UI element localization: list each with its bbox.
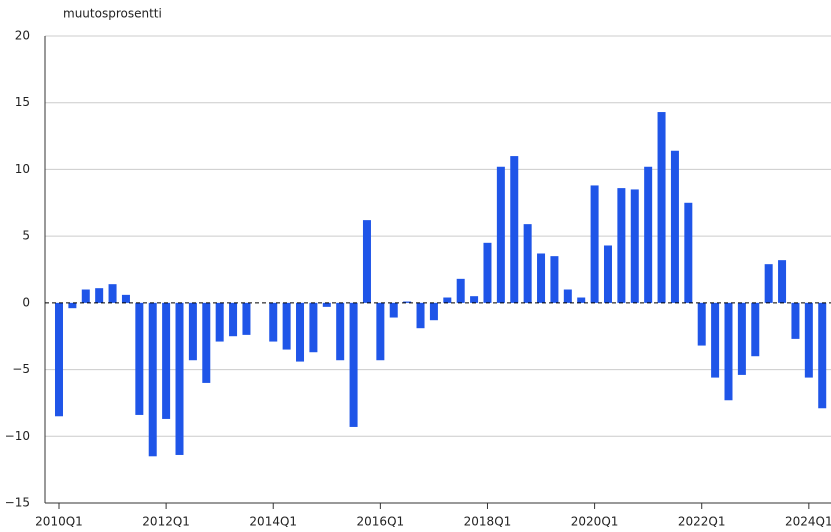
bar bbox=[229, 302, 238, 337]
bar bbox=[670, 150, 679, 303]
y-tick-label: −5 bbox=[12, 362, 30, 376]
bar bbox=[175, 302, 184, 455]
bar bbox=[429, 302, 438, 321]
x-tick-label: 2012Q1 bbox=[142, 515, 190, 529]
bar bbox=[550, 256, 559, 303]
bar bbox=[376, 302, 385, 361]
bar bbox=[697, 302, 706, 346]
bar bbox=[135, 302, 144, 415]
bar bbox=[470, 296, 479, 303]
bar bbox=[737, 302, 746, 375]
bar bbox=[202, 302, 211, 383]
y-tick-label: 10 bbox=[15, 162, 30, 176]
bar bbox=[162, 302, 171, 419]
bar bbox=[282, 302, 291, 350]
bar bbox=[322, 302, 331, 307]
bar bbox=[362, 220, 371, 303]
bar bbox=[644, 166, 653, 303]
x-tick-label: 2020Q1 bbox=[571, 515, 619, 529]
bar bbox=[751, 302, 760, 357]
bar bbox=[215, 302, 224, 342]
bar bbox=[68, 302, 77, 309]
bar bbox=[121, 294, 130, 303]
bar bbox=[537, 253, 546, 303]
x-tick-label: 2016Q1 bbox=[357, 515, 405, 529]
bar bbox=[684, 202, 693, 303]
bar bbox=[617, 188, 626, 303]
bar bbox=[818, 302, 827, 409]
bar bbox=[148, 302, 157, 457]
bar bbox=[54, 302, 63, 417]
x-tick-label: 2014Q1 bbox=[249, 515, 297, 529]
bar bbox=[456, 278, 465, 303]
bar bbox=[336, 302, 345, 361]
bar bbox=[711, 302, 720, 378]
bar bbox=[603, 245, 612, 303]
bar bbox=[657, 112, 666, 303]
bar bbox=[804, 302, 813, 378]
bar bbox=[577, 297, 586, 303]
bar bbox=[483, 242, 492, 303]
bar bbox=[389, 302, 398, 318]
bar bbox=[496, 166, 505, 303]
y-tick-label: 15 bbox=[15, 95, 30, 109]
bar bbox=[724, 302, 733, 401]
bar bbox=[108, 284, 117, 303]
bar bbox=[791, 302, 800, 339]
bar bbox=[296, 302, 305, 362]
bar bbox=[590, 185, 599, 303]
bar bbox=[764, 264, 773, 303]
bar bbox=[523, 224, 532, 303]
bar bbox=[81, 289, 90, 303]
bar bbox=[510, 156, 519, 303]
x-tick-label: 2010Q1 bbox=[35, 515, 83, 529]
x-tick-label: 2018Q1 bbox=[464, 515, 512, 529]
bar bbox=[443, 297, 452, 303]
bar bbox=[349, 302, 358, 427]
x-tick-label: 2024Q1 bbox=[785, 515, 831, 529]
bar bbox=[188, 302, 197, 361]
bar bbox=[309, 302, 318, 353]
x-tick-label: 2022Q1 bbox=[678, 515, 726, 529]
bar bbox=[563, 289, 572, 303]
bar bbox=[269, 302, 278, 342]
bar bbox=[778, 260, 787, 303]
y-tick-label: −10 bbox=[5, 429, 30, 443]
bar bbox=[416, 302, 425, 329]
bar bbox=[95, 288, 104, 303]
y-tick-label: 5 bbox=[22, 229, 30, 243]
y-axis-label: muutosprosentti bbox=[63, 7, 162, 21]
y-tick-label: −15 bbox=[5, 496, 30, 510]
y-tick-label: 0 bbox=[22, 295, 30, 309]
bar bbox=[242, 302, 251, 335]
y-tick-label: 20 bbox=[15, 29, 30, 43]
bar bbox=[403, 301, 412, 303]
bar bbox=[630, 189, 639, 303]
